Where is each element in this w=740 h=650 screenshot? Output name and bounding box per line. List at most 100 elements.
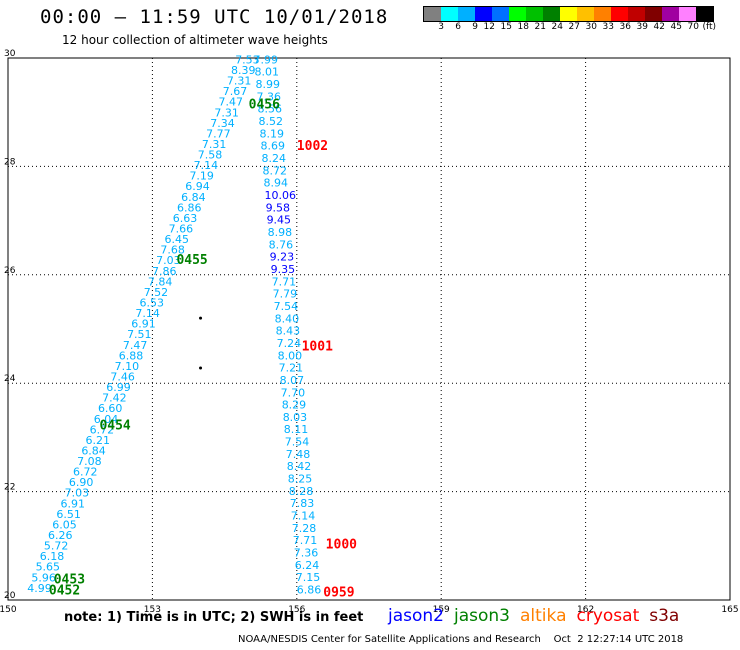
color-scale-label: 9 — [472, 22, 478, 32]
lat-tick-label: 26 — [4, 266, 16, 276]
swh-value-east: 10.06 — [265, 189, 297, 202]
swh-value-east: 8.11 — [284, 423, 309, 436]
color-swatch — [492, 7, 509, 21]
swh-value-east: 8.43 — [276, 325, 301, 338]
color-swatch — [577, 7, 594, 21]
swh-value-west: 5.72 — [44, 540, 69, 553]
color-scale-label: 36 — [619, 22, 631, 32]
swh-value-west: 6.18 — [40, 550, 65, 563]
lon-tick-label: 153 — [144, 605, 161, 615]
lat-tick-label: 28 — [4, 157, 16, 167]
satellite-legend: jason2 jason3 altika cryosat s3a — [388, 606, 689, 626]
color-swatch — [560, 7, 577, 21]
swh-value-east: 6.86 — [297, 583, 322, 596]
swh-value-east: 7.79 — [273, 288, 298, 301]
island-dot — [199, 366, 203, 370]
swh-value-east: 6.24 — [295, 559, 320, 572]
color-scale-label: 39 — [636, 22, 648, 32]
swh-value-east: 7.54 — [274, 300, 299, 313]
lon-tick-label: 165 — [721, 605, 738, 615]
map-frame — [7, 57, 731, 601]
swh-value-west: 7.03 — [65, 487, 90, 500]
swh-value-east: 7.83 — [290, 497, 315, 510]
swh-value-west: 7.08 — [77, 455, 102, 468]
swh-value-east: 8.52 — [259, 115, 284, 128]
island-dot — [199, 316, 203, 320]
swh-value-west: 7.19 — [189, 170, 214, 183]
map-title: 00:00 – 11:59 UTC 10/01/2018 — [40, 6, 389, 28]
swh-value-east: 7.48 — [286, 448, 311, 461]
legend-s3a: s3a — [649, 606, 680, 626]
color-scale-label: 3 — [438, 22, 444, 32]
swh-value-west: 7.10 — [115, 360, 140, 373]
swh-value-east: 7.99 — [253, 53, 277, 66]
pass-time-label: 0456 — [249, 97, 280, 112]
swh-value-east: 8.94 — [264, 177, 289, 190]
color-scale-label: 70 — [687, 22, 699, 32]
color-swatch — [509, 7, 526, 21]
swh-value-east: 8.76 — [269, 238, 294, 251]
swh-value-west: 6.05 — [52, 518, 77, 531]
color-scale-label: 12 — [483, 22, 495, 32]
swh-value-west: 7.34 — [210, 117, 235, 130]
swh-value-west: 7.31 — [227, 75, 252, 88]
swh-value-west: 7.47 — [219, 96, 244, 109]
color-scale-label: 42 — [653, 22, 665, 32]
color-scale-label: 30 — [585, 22, 597, 32]
legend-jason3: jason3 — [454, 606, 510, 626]
swh-value-east: 8.69 — [261, 140, 286, 153]
pass-time-label: 0454 — [99, 418, 130, 433]
swh-value-east: 7.28 — [292, 522, 317, 535]
swh-value-east: 7.14 — [291, 510, 316, 523]
color-swatch — [628, 7, 645, 21]
color-scale-label: 24 — [551, 22, 563, 32]
swh-value-west: 6.21 — [85, 434, 110, 447]
color-scale-label: 27 — [568, 22, 580, 32]
swh-value-west: 7.53 — [235, 53, 260, 66]
swh-value-east: 9.35 — [271, 263, 296, 276]
swh-value-west: 7.42 — [102, 392, 127, 405]
swh-value-west: 6.88 — [119, 349, 144, 362]
swh-value-west: 6.84 — [181, 191, 206, 204]
lon-tick-label: 159 — [433, 605, 450, 615]
swh-value-west: 6.86 — [177, 201, 202, 214]
swh-value-east: 7.21 — [279, 362, 304, 375]
swh-value-west: 7.31 — [214, 106, 239, 119]
swh-value-west: 7.77 — [206, 127, 231, 140]
color-swatch — [526, 7, 543, 21]
swh-value-west: 6.63 — [173, 212, 198, 225]
swh-value-west: 6.45 — [164, 233, 189, 246]
swh-value-east: 8.98 — [268, 226, 293, 239]
swh-value-east: 7.71 — [293, 534, 318, 547]
lat-tick-label: 30 — [4, 49, 16, 59]
color-scale-label: 15 — [500, 22, 512, 32]
pass-time-label: 0455 — [176, 253, 207, 268]
swh-value-west: 6.84 — [81, 444, 106, 457]
color-swatch — [424, 7, 441, 21]
legend-altika: altika — [520, 606, 567, 626]
swh-value-east: 8.28 — [289, 485, 314, 498]
color-swatch — [458, 7, 475, 21]
lon-tick-label: 156 — [288, 605, 305, 615]
swh-value-west: 6.99 — [106, 381, 131, 394]
swh-value-west: 7.46 — [110, 370, 135, 383]
swh-value-west: 6.94 — [185, 180, 210, 193]
swh-value-east: 9.45 — [267, 214, 292, 227]
swh-value-west: 6.90 — [69, 476, 94, 489]
pass-time-label: 1001 — [302, 340, 333, 355]
swh-value-west: 8.39 — [231, 64, 256, 77]
swh-value-west: 7.47 — [123, 339, 148, 352]
color-swatch — [679, 7, 696, 21]
swh-value-west: 6.72 — [73, 466, 98, 479]
swh-value-east: 7.70 — [281, 386, 306, 399]
swh-value-west: 7.31 — [202, 138, 227, 151]
swh-value-west: 6.72 — [90, 423, 115, 436]
color-swatch — [441, 7, 458, 21]
legend-jason2: jason2 — [388, 606, 444, 626]
color-scale-label: 33 — [602, 22, 614, 32]
swh-value-west: 4.99 — [27, 582, 52, 595]
swh-value-west: 7.66 — [169, 223, 194, 236]
pass-time-label: 1002 — [297, 139, 328, 154]
swh-value-east: 7.71 — [272, 275, 297, 288]
swh-value-west: 7.86 — [152, 265, 177, 278]
